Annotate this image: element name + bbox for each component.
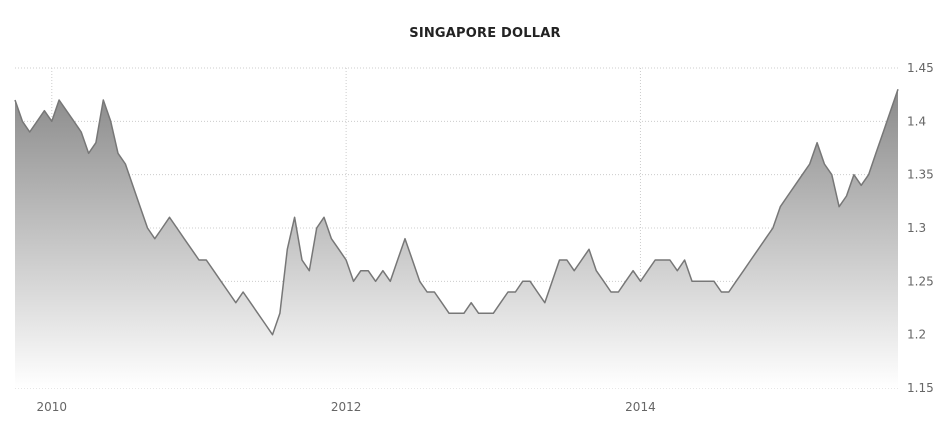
- y-axis-ticks: 1.15 1.2 1.25 1.3 1.35 1.4 1.45: [907, 61, 934, 395]
- y-tick-label: 1.45: [907, 61, 934, 75]
- y-tick-label: 1.15: [907, 381, 934, 395]
- area-series: [14, 89, 899, 389]
- x-axis-ticks: 2010 2012 2014: [37, 400, 656, 414]
- series-line: [14, 89, 899, 336]
- chart-title: SINGAPORE DOLLAR: [409, 26, 561, 41]
- y-tick-label: 1.25: [907, 274, 934, 288]
- x-tick-label: 2010: [37, 400, 68, 414]
- y-tick-label: 1.4: [907, 114, 926, 128]
- y-tick-label: 1.35: [907, 168, 934, 182]
- y-tick-label: 1.3: [907, 221, 926, 235]
- x-tick-label: 2014: [625, 400, 656, 414]
- y-tick-label: 1.2: [907, 328, 926, 342]
- area-fill: [15, 89, 898, 389]
- x-tick-label: 2012: [331, 400, 362, 414]
